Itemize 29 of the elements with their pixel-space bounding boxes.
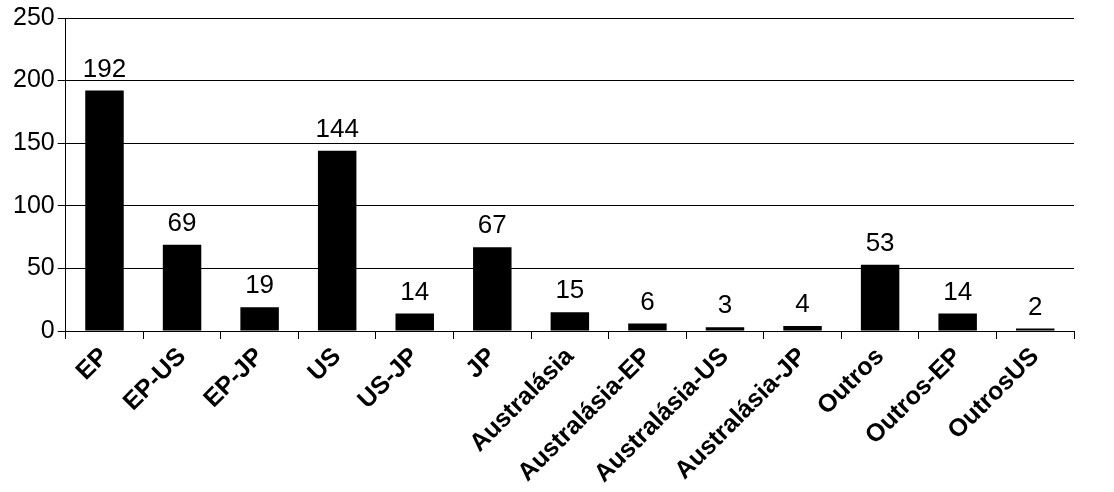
bar (550, 312, 590, 331)
y-tick-label: 100 (12, 189, 55, 218)
y-tick-label: 250 (12, 1, 55, 30)
data-label: 4 (795, 288, 810, 319)
bar (240, 307, 279, 331)
data-label: 19 (245, 269, 275, 300)
data-label: 69 (167, 206, 197, 237)
bar (705, 327, 745, 331)
data-label: 192 (82, 52, 127, 83)
y-tick-label: 50 (26, 252, 55, 281)
y-tick-label: 0 (40, 314, 55, 343)
data-label: 144 (315, 112, 359, 143)
y-tick-label: 200 (12, 64, 55, 93)
data-label: 3 (717, 289, 733, 320)
y-tick-label: 150 (12, 127, 55, 156)
x-tick-label: US (301, 341, 346, 386)
data-label: 2 (1027, 290, 1043, 321)
bar (783, 326, 822, 331)
bar (395, 313, 434, 331)
data-label: 14 (400, 275, 430, 306)
x-tick-label: EP (69, 341, 113, 385)
data-label: 14 (943, 275, 973, 306)
data-label: 6 (640, 285, 655, 316)
bar (628, 323, 667, 331)
data-label: 15 (555, 274, 585, 305)
bar (1015, 328, 1055, 331)
bar (938, 313, 977, 331)
data-label: 67 (477, 209, 507, 240)
data-label: 53 (865, 226, 895, 257)
